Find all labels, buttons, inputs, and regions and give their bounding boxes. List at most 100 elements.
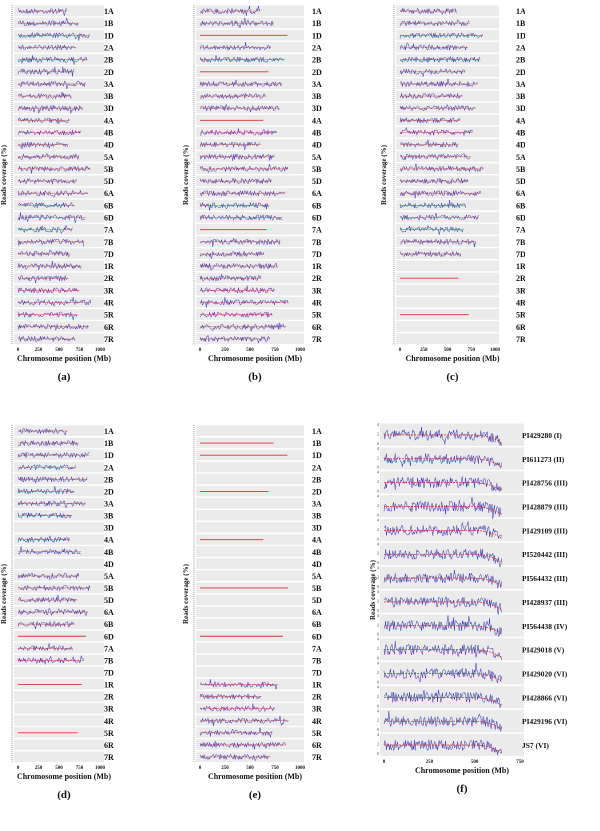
- row: 2A: [393, 41, 525, 54]
- coverage-trace: [383, 662, 502, 684]
- row: 0 2 4 PI428866 (VI): [377, 684, 568, 709]
- row: 1R: [393, 260, 525, 273]
- coverage-trace: [399, 42, 468, 51]
- row-label: 5A: [312, 153, 322, 162]
- row-label: 5A: [104, 153, 114, 162]
- row-background: [196, 570, 304, 581]
- row-label: 6R: [104, 741, 114, 750]
- row-label: 7B: [312, 238, 322, 247]
- row: 1A: [11, 5, 114, 18]
- coverage-trace: [17, 475, 88, 485]
- panel-c: 1A 1B 1D 2A 2B 2D 3A 3B 3D 4A 4B 4D 5A 5B 5D 6A 6B 6D 7A 7B…: [380, 5, 525, 383]
- coverage-trace: [399, 199, 466, 209]
- x-tick-label: 1000: [490, 348, 501, 353]
- row: 5B: [11, 581, 114, 594]
- row: 3A: [393, 77, 525, 90]
- row: 7D: [193, 247, 322, 260]
- y-tick-label: 4: [377, 589, 379, 594]
- row: 2D: [393, 65, 525, 78]
- row-label: 5B: [104, 165, 114, 174]
- coverage-trace: [199, 213, 283, 222]
- row-label: PI429196 (VI): [522, 717, 568, 726]
- coverage-trace: [383, 521, 502, 539]
- row-label: PI520442 (III): [522, 550, 568, 559]
- row-label: 2B: [516, 56, 525, 65]
- row-label: 6B: [312, 620, 322, 629]
- row: 3A: [11, 77, 114, 90]
- row-label: 1R: [312, 262, 322, 271]
- row-label: 1A: [516, 7, 525, 16]
- row-label: 2A: [104, 463, 114, 472]
- row: 4B: [393, 126, 525, 139]
- row: 2D: [193, 65, 322, 78]
- x-tick-label: 1000: [95, 766, 106, 771]
- row-background: [196, 642, 304, 654]
- coverage-trace: [383, 596, 502, 616]
- row-label: 4B: [312, 129, 322, 138]
- coverage-trace: [399, 103, 476, 112]
- row: 6D: [11, 211, 114, 224]
- row: 4B: [193, 545, 322, 558]
- x-tick-label: 1000: [295, 348, 306, 353]
- y-tick-label: 0: [377, 679, 379, 684]
- row: 1B: [11, 17, 114, 30]
- row-label: 4R: [104, 717, 114, 726]
- y-tick-label: 0: [377, 751, 379, 756]
- row-label: 6A: [312, 608, 322, 617]
- row-background: [196, 473, 304, 485]
- coverage-trace: [383, 570, 502, 589]
- row-label: 4A: [516, 116, 525, 125]
- row: 7B: [393, 235, 525, 248]
- row-label: PI611273 (II): [522, 455, 565, 464]
- row-label: 5D: [104, 177, 114, 186]
- row: 0 2 4 PI428879 (III): [377, 494, 568, 520]
- trend-line: [384, 458, 503, 468]
- row: 3A: [193, 497, 322, 510]
- x-tick-label: 250: [420, 348, 428, 353]
- row-label: 6R: [516, 323, 525, 332]
- row-background: [396, 296, 499, 308]
- y-tick-label: 2: [377, 575, 379, 580]
- row-label: 6D: [312, 632, 322, 641]
- row-background: [396, 333, 499, 344]
- coverage-trace: [199, 727, 273, 738]
- y-tick-label: 0: [377, 536, 379, 541]
- row: 6B: [393, 199, 525, 212]
- coverage-trace: [17, 152, 80, 161]
- row: 2B: [11, 53, 114, 66]
- row: 1D: [11, 29, 114, 42]
- y-tick-label: 0: [377, 656, 379, 661]
- row-background: [14, 751, 104, 762]
- row: 6A: [193, 187, 322, 200]
- coverage-trace: [17, 141, 68, 149]
- row-label: 4D: [104, 560, 114, 569]
- x-tick-label: 500: [55, 766, 63, 771]
- row: 4A: [393, 114, 525, 127]
- coverage-trace: [399, 177, 469, 185]
- y-tick-label: 0: [377, 703, 379, 708]
- row-label: 1D: [104, 451, 114, 460]
- row: 1B: [193, 17, 322, 30]
- row-label: 7R: [104, 335, 114, 344]
- row-background: [14, 691, 104, 702]
- coverage-trace: [399, 31, 483, 39]
- y-tick-label: 2: [377, 718, 379, 723]
- row: 7B: [193, 654, 322, 667]
- row-label: 3A: [516, 80, 525, 89]
- row-label: 7D: [312, 250, 322, 259]
- row-label: 4D: [104, 141, 114, 150]
- y-axis-label: Reads coverage (%): [0, 563, 8, 624]
- x-tick-label: 750: [76, 766, 84, 771]
- row: 0 2 4 PI520442 (III): [377, 541, 568, 571]
- panel-b: 1A 1B 1D 2A 2B 2D 3A 3B 3D 4A 4B 4D 5A 5B 5D 6A 6B 6D 7A 7B…: [182, 5, 322, 383]
- row: 5D: [11, 175, 114, 188]
- trend-line: [384, 601, 503, 611]
- row: 2D: [193, 485, 322, 498]
- row: 1B: [393, 17, 525, 30]
- row: 7B: [11, 654, 114, 667]
- coverage-trace: [199, 17, 274, 29]
- row: 7A: [11, 223, 114, 236]
- row-label: 7R: [104, 753, 114, 762]
- y-axis-label: Reads coverage (%): [0, 144, 8, 205]
- row: 2D: [11, 485, 114, 498]
